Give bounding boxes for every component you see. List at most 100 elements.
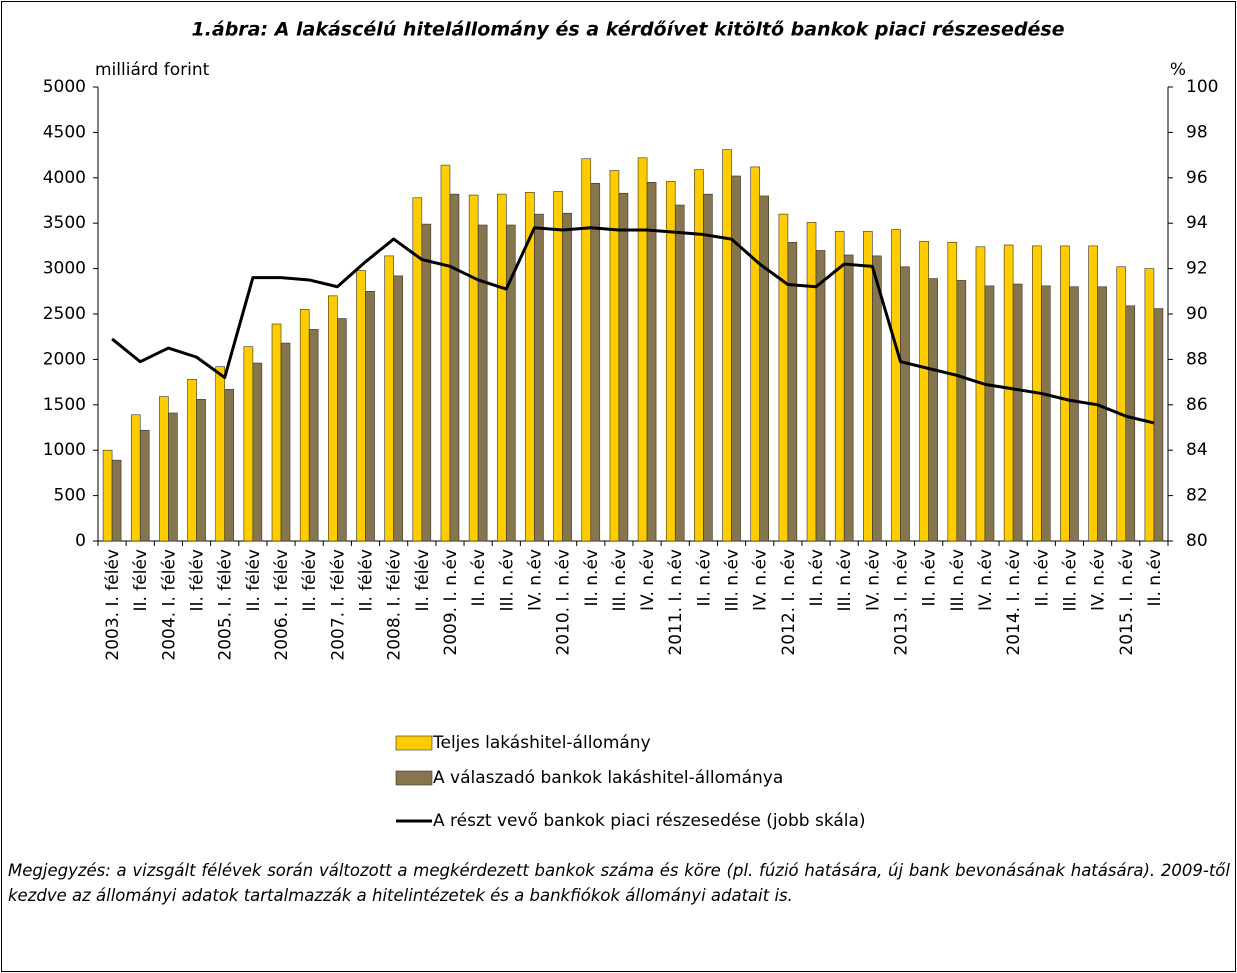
- x-tick-label: 2009. I. n.év: [441, 549, 461, 656]
- bar: [196, 399, 206, 542]
- legend-swatch: [395, 770, 433, 786]
- y2-tick-label: 84: [1186, 440, 1208, 460]
- bar: [102, 449, 113, 542]
- y-tick-label: 2500: [43, 304, 86, 324]
- x-tick-label: II. n.év: [1145, 549, 1165, 607]
- bar: [356, 270, 366, 542]
- bar: [618, 192, 629, 542]
- bar: [421, 223, 432, 542]
- bar: [280, 342, 291, 542]
- bar: [1088, 245, 1098, 542]
- bar: [843, 254, 854, 542]
- x-tick-label: III. n.év: [835, 549, 855, 612]
- bar: [553, 191, 563, 542]
- bar: [1097, 286, 1107, 542]
- x-tick-label: II. félév: [413, 549, 433, 612]
- bar: [496, 193, 507, 542]
- y-tick-label: 4000: [43, 168, 86, 188]
- bar: [731, 175, 741, 542]
- x-tick-label: II. n.év: [694, 549, 714, 607]
- line: [111, 226, 1155, 425]
- y2-tick-label: 94: [1186, 213, 1208, 233]
- x-tick-label: 2012. I. n.év: [779, 549, 799, 656]
- y2-axis-label: %: [1170, 60, 1186, 80]
- y-tick-label: 500: [54, 486, 86, 506]
- bar: [562, 212, 572, 542]
- x-tick-label: IV. n.év: [863, 549, 883, 611]
- bar: [674, 204, 685, 542]
- bar: [139, 429, 150, 542]
- bar: [928, 278, 938, 542]
- bar: [815, 250, 826, 542]
- bar: [872, 255, 882, 542]
- bar: [975, 246, 986, 542]
- bar: [168, 412, 178, 542]
- x-tick-label: 2005. I. félév: [216, 549, 236, 661]
- x-tick-label: 2008. I. félév: [385, 549, 405, 661]
- legend-label: A részt vevő bankok piaci részesedése (j…: [433, 811, 866, 831]
- x-tick-label: 2003. I. félév: [103, 549, 123, 661]
- bar: [468, 194, 479, 542]
- bar: [750, 166, 761, 542]
- legend-label: A válaszadó bankok lakáshitel-állománya: [433, 768, 783, 788]
- bar: [1116, 266, 1127, 542]
- x-tick-label: II. félév: [131, 549, 151, 612]
- y2-tick-label: 90: [1186, 304, 1208, 324]
- bar: [1003, 244, 1014, 542]
- bar: [337, 318, 347, 542]
- bar: [412, 197, 423, 542]
- bar: [956, 280, 967, 542]
- y-tick-label: 1500: [43, 395, 86, 415]
- x-tick-label: II. n.év: [807, 549, 827, 607]
- x-tick-label: III. n.év: [948, 549, 968, 612]
- bar: [111, 459, 122, 542]
- bar: [646, 182, 657, 542]
- legend-label: Teljes lakáshitel-állomány: [432, 733, 651, 753]
- x-tick-label: 2010. I. n.év: [554, 549, 574, 656]
- bar: [581, 158, 592, 542]
- bar: [722, 149, 732, 542]
- x-tick-label: IV. n.év: [525, 549, 545, 611]
- bar: [159, 396, 169, 542]
- bar: [1144, 268, 1155, 542]
- bar: [703, 193, 713, 542]
- x-tick-label: 2013. I. n.év: [892, 549, 912, 656]
- x-tick-label: II. félév: [244, 549, 264, 612]
- bar: [947, 241, 958, 542]
- bar: [130, 414, 141, 542]
- bar: [187, 379, 197, 542]
- y2-tick-label: 80: [1186, 531, 1208, 551]
- bar: [919, 241, 929, 542]
- x-tick-label: 2004. I. félév: [159, 549, 179, 661]
- bar: [215, 366, 226, 542]
- bar: [637, 157, 648, 542]
- y-tick-label: 3000: [43, 259, 86, 279]
- legend-swatch: [395, 735, 433, 751]
- bar: [393, 275, 403, 542]
- bar: [1125, 305, 1136, 542]
- bar: [365, 290, 375, 542]
- bar: [440, 164, 451, 542]
- bar: [900, 266, 910, 542]
- bar: [863, 231, 873, 542]
- bar: [834, 231, 845, 542]
- bar: [308, 329, 319, 542]
- x-tick-label: II. n.év: [582, 549, 602, 607]
- bar: [1069, 286, 1079, 542]
- y-tick-label: 4500: [43, 122, 86, 142]
- x-tick-label: IV. n.év: [638, 549, 658, 611]
- x-tick-label: IV. n.év: [976, 549, 996, 611]
- y-tick-label: 1000: [43, 440, 86, 460]
- y2-tick-label: 100: [1186, 77, 1218, 97]
- bar: [891, 229, 901, 542]
- x-tick-label: IV. n.év: [1089, 549, 1109, 611]
- bar: [1012, 283, 1023, 542]
- y2-tick-label: 96: [1186, 168, 1208, 188]
- bar: [806, 221, 817, 542]
- x-tick-label: II. félév: [300, 549, 320, 612]
- bar: [224, 389, 235, 542]
- bar: [1153, 308, 1164, 542]
